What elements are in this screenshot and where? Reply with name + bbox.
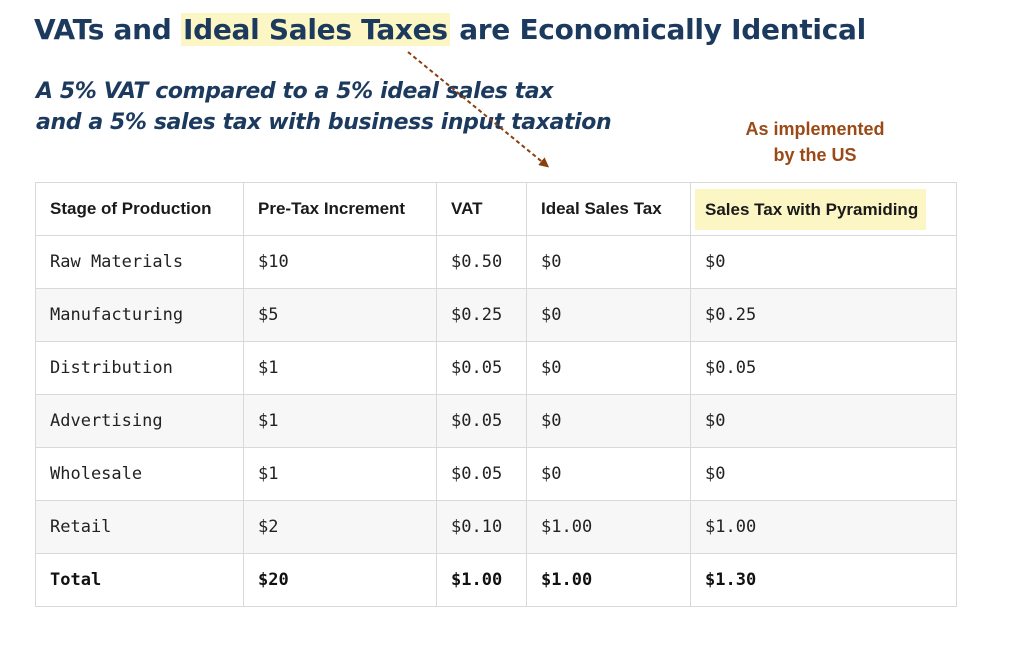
- tax-comparison-table: Stage of Production Pre-Tax Increment VA…: [35, 182, 957, 607]
- us-implementation-note: As implemented by the US: [715, 116, 915, 168]
- cell-pre-tax-increment: $1: [243, 341, 437, 395]
- cell-vat: $0.05: [436, 447, 527, 501]
- header-vat: VAT: [436, 182, 527, 236]
- header-sales-tax-pyramiding: Sales Tax with Pyramiding: [690, 182, 957, 236]
- cell-ideal-sales-tax: $0: [526, 447, 691, 501]
- title-highlight: Ideal Sales Taxes: [180, 13, 450, 46]
- cell-vat: $0.05: [436, 341, 527, 395]
- cell-pre-tax-increment: $5: [243, 288, 437, 342]
- total-vat: $1.00: [436, 553, 527, 607]
- table-row: Manufacturing $5 $0.25 $0 $0.25: [35, 288, 957, 342]
- cell-stage: Retail: [35, 500, 244, 554]
- cell-pre-tax-increment: $1: [243, 394, 437, 448]
- cell-ideal-sales-tax: $1.00: [526, 500, 691, 554]
- cell-sales-tax-pyramiding: $1.00: [690, 500, 957, 554]
- cell-sales-tax-pyramiding: $0: [690, 394, 957, 448]
- table-row: Distribution $1 $0.05 $0 $0.05: [35, 341, 957, 395]
- header-stage: Stage of Production: [35, 182, 244, 236]
- table-header-row: Stage of Production Pre-Tax Increment VA…: [35, 182, 957, 236]
- cell-pre-tax-increment: $2: [243, 500, 437, 554]
- cell-vat: $0.25: [436, 288, 527, 342]
- subtitle-line-2: and a 5% sales tax with business input t…: [36, 110, 612, 135]
- cell-stage: Manufacturing: [35, 288, 244, 342]
- subtitle-line-1: A 5% VAT compared to a 5% ideal sales ta…: [36, 79, 554, 104]
- page-title: VATs and Ideal Sales Taxes are Economica…: [34, 10, 866, 50]
- cell-vat: $0.05: [436, 394, 527, 448]
- note-line-1: As implemented: [745, 119, 885, 139]
- cell-sales-tax-pyramiding: $0.05: [690, 341, 957, 395]
- header-pre-tax-increment: Pre-Tax Increment: [243, 182, 437, 236]
- cell-stage: Raw Materials: [35, 235, 244, 289]
- title-part-2: are Economically Identical: [449, 13, 866, 46]
- header-sales-tax-pyramiding-label: Sales Tax with Pyramiding: [695, 188, 927, 230]
- title-part-1: VATs and: [34, 13, 181, 46]
- header-ideal-sales-tax: Ideal Sales Tax: [526, 182, 691, 236]
- cell-pre-tax-increment: $1: [243, 447, 437, 501]
- total-label: Total: [35, 553, 244, 607]
- total-ideal-sales-tax: $1.00: [526, 553, 691, 607]
- table-total-row: Total $20 $1.00 $1.00 $1.30: [35, 553, 957, 607]
- table-row: Wholesale $1 $0.05 $0 $0: [35, 447, 957, 501]
- cell-stage: Advertising: [35, 394, 244, 448]
- cell-vat: $0.50: [436, 235, 527, 289]
- table-row: Advertising $1 $0.05 $0 $0: [35, 394, 957, 448]
- cell-stage: Wholesale: [35, 447, 244, 501]
- table-row: Raw Materials $10 $0.50 $0 $0: [35, 235, 957, 289]
- cell-sales-tax-pyramiding: $0: [690, 447, 957, 501]
- table-row: Retail $2 $0.10 $1.00 $1.00: [35, 500, 957, 554]
- cell-ideal-sales-tax: $0: [526, 288, 691, 342]
- cell-vat: $0.10: [436, 500, 527, 554]
- cell-sales-tax-pyramiding: $0: [690, 235, 957, 289]
- cell-stage: Distribution: [35, 341, 244, 395]
- cell-ideal-sales-tax: $0: [526, 341, 691, 395]
- cell-pre-tax-increment: $10: [243, 235, 437, 289]
- cell-ideal-sales-tax: $0: [526, 394, 691, 448]
- cell-sales-tax-pyramiding: $0.25: [690, 288, 957, 342]
- note-line-2: by the US: [773, 145, 857, 165]
- cell-ideal-sales-tax: $0: [526, 235, 691, 289]
- total-sales-tax-pyramiding: $1.30: [690, 553, 957, 607]
- subtitle: A 5% VAT compared to a 5% ideal sales ta…: [36, 76, 612, 138]
- total-pre-tax-increment: $20: [243, 553, 437, 607]
